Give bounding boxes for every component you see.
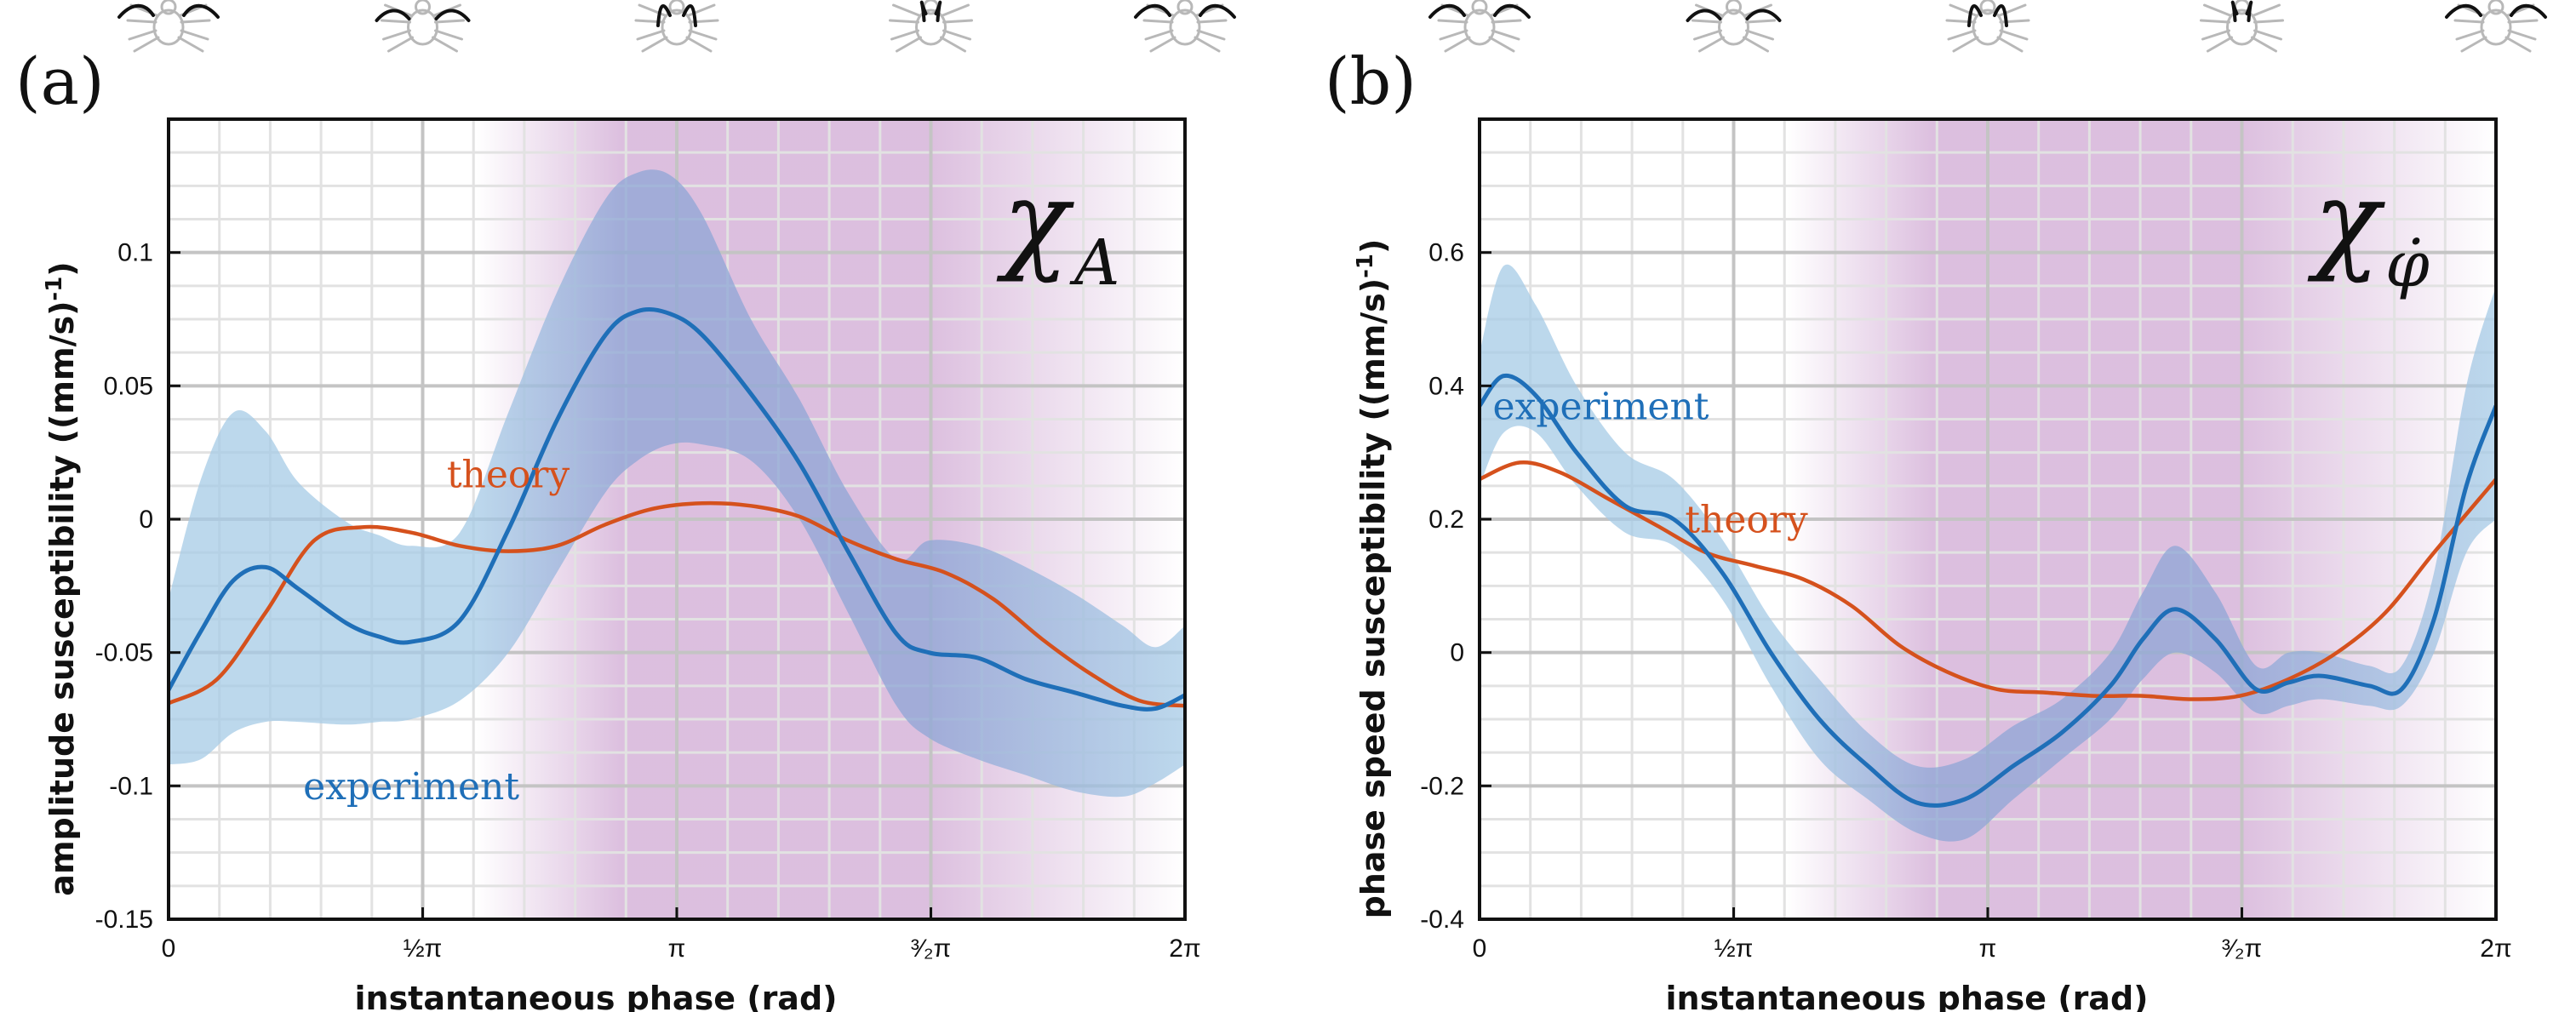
x-tick-label: ½π: [404, 935, 443, 963]
panel-b: 0 ½π π ³⁄₂π 2π -0.4 -0.2 0 0.2 0.4 0.6 experiment th…: [1325, 43, 2512, 1012]
spider-icon: [375, 0, 471, 53]
panel-label: (a): [15, 43, 105, 119]
experiment-annotation: experiment: [1493, 386, 1709, 429]
front-legs-icon: [1967, 4, 2008, 27]
x-tick-label: π: [1979, 935, 1997, 963]
front-legs-icon: [2230, 0, 2253, 22]
panel-a: 0 ½π π ³⁄₂π 2π -0.15 -0.1 -0.05 0 0.05 0.1 theory ex…: [15, 43, 1201, 1012]
plot-area: [1480, 264, 2496, 842]
front-legs-icon: [919, 0, 942, 22]
x-tick-label: 0: [1473, 935, 1487, 963]
x-tick-label: π: [668, 935, 686, 963]
y-axis-label: phase speed susceptibility ((mm/s)-1): [1353, 239, 1392, 919]
spider-icon: [1686, 0, 1782, 53]
y-tick-label: 0: [1450, 639, 1464, 667]
x-tick-label: 2π: [2480, 935, 2511, 963]
front-legs-icon: [1134, 4, 1236, 19]
y-tick-label: 0.4: [1428, 372, 1464, 400]
y-tick-label: -0.15: [95, 906, 153, 934]
experiment-line: [169, 306, 1185, 712]
spider-icon: [117, 0, 220, 53]
y-tick-label: 0.05: [104, 372, 153, 400]
theory-line: [169, 500, 1185, 708]
front-legs-icon: [1686, 9, 1782, 22]
y-tick-label: -0.2: [1420, 772, 1464, 800]
experiment-annotation: experiment: [303, 765, 519, 809]
x-tick-label: ³⁄₂π: [911, 935, 951, 963]
theory-annotation: theory: [447, 453, 570, 496]
spider-icons-row: [117, 0, 2547, 53]
y-tick-label: -0.1: [109, 772, 153, 800]
spider-icon: [1134, 0, 1236, 53]
y-tick-label: -0.05: [95, 639, 153, 667]
chi-symbol: χ: [996, 158, 1074, 285]
plot-area: [169, 169, 1185, 798]
spider-icon: [634, 0, 719, 53]
y-tick-label: 0.6: [1428, 239, 1464, 267]
chi-subscript: A: [1069, 226, 1119, 300]
x-tick-label: ½π: [1714, 935, 1754, 963]
ticks: 0 ½π π ³⁄₂π 2π -0.15 -0.1 -0.05 0 0.05 0.1 theory ex…: [95, 239, 1201, 963]
x-tick-label: ³⁄₂π: [2222, 935, 2262, 963]
y-tick-label: 0: [139, 506, 153, 534]
y-tick-label: -0.4: [1420, 906, 1464, 934]
front-legs-icon: [375, 9, 471, 22]
spider-icon: [1428, 0, 1531, 53]
front-legs-icon: [2445, 4, 2547, 19]
y-tick-label: 0.2: [1428, 506, 1464, 534]
x-axis-label: instantaneous phase (rad): [1665, 980, 2148, 1012]
ticks: 0 ½π π ³⁄₂π 2π -0.4 -0.2 0 0.2 0.4 0.6 experiment th…: [1420, 239, 2511, 963]
spider-icon: [2200, 0, 2284, 53]
x-tick-label: 0: [162, 935, 176, 963]
spider-icon: [889, 0, 973, 53]
x-axis-label: instantaneous phase (rad): [354, 980, 837, 1012]
front-legs-icon: [656, 4, 697, 27]
theory-line: [1480, 460, 2496, 701]
spider-icon: [2445, 0, 2547, 53]
front-legs-icon: [117, 4, 220, 19]
y-tick-label: 0.1: [117, 239, 153, 267]
experiment-line: [1480, 373, 2496, 808]
chi-subscript: φ̇: [2385, 228, 2430, 301]
theory-annotation: theory: [1685, 499, 1808, 542]
y-axis-label: amplitude susceptibility ((mm/s)-1): [42, 261, 81, 895]
panel-label: (b): [1325, 43, 1417, 119]
front-legs-icon: [1428, 4, 1531, 19]
chi-symbol: χ: [2307, 158, 2385, 285]
spider-icon: [1945, 0, 2030, 53]
x-tick-label: 2π: [1169, 935, 1200, 963]
